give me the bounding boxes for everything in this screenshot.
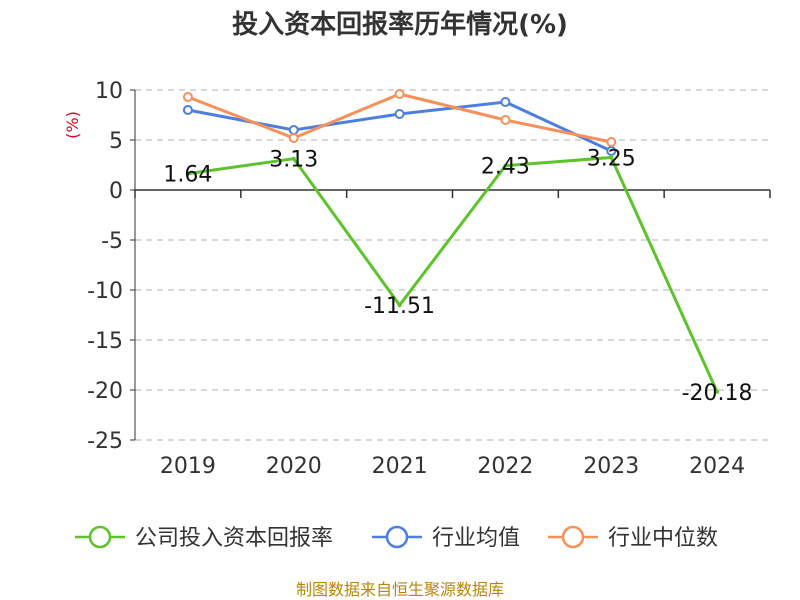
y-tick-label: -15	[87, 329, 123, 354]
chart-title: 投入资本回报率历年情况(%)	[232, 9, 568, 40]
x-tick-label: 2019	[160, 454, 216, 479]
data-label: 1.64	[163, 163, 212, 188]
data-point	[606, 137, 617, 147]
y-axis-label: (%)	[63, 111, 82, 139]
legend-marker	[385, 525, 409, 549]
series-layer	[182, 89, 720, 394]
data-label: -20.18	[682, 381, 753, 406]
x-tick-label: 2020	[266, 454, 322, 479]
data-point	[397, 303, 402, 308]
data-point	[503, 163, 508, 168]
axes: 10 5 0 -5 -10 -15 -20 -25 2019 2020 2021 2022 2023 20…	[87, 79, 771, 479]
x-tick-label: 2022	[477, 454, 533, 479]
data-point	[182, 92, 193, 102]
x-tick-label: 2021	[372, 454, 428, 479]
legend-label: 行业均值	[432, 526, 520, 551]
legend: 公司投入资本回报率 行业均值 行业中位数	[75, 525, 718, 551]
y-tick-label: 0	[109, 179, 123, 204]
data-point	[609, 155, 614, 160]
x-tick-label: 2023	[583, 454, 639, 479]
y-tick-label: 10	[95, 79, 123, 104]
data-point	[500, 115, 511, 125]
y-tick-label: -10	[87, 279, 123, 304]
series-line	[187, 155, 719, 393]
legend-marker	[88, 525, 112, 549]
legend-label: 行业中位数	[608, 526, 718, 551]
y-tick-label: -20	[87, 379, 123, 404]
data-labels: 1.64 3.13 -11.51 2.43 3.25 -20.18	[163, 147, 752, 406]
y-tick-label: -25	[87, 429, 123, 454]
data-point	[500, 97, 511, 107]
data-point	[182, 105, 193, 115]
data-point	[185, 171, 190, 176]
source-note: 制图数据来自恒生聚源数据库	[296, 580, 504, 599]
grid	[135, 89, 770, 441]
data-point	[291, 156, 296, 161]
y-tick-label: 5	[109, 129, 123, 154]
x-tick-label: 2024	[689, 454, 745, 479]
legend-marker	[561, 525, 585, 549]
data-label: 3.13	[269, 148, 318, 173]
data-label: 2.43	[481, 155, 530, 180]
data-point	[394, 109, 405, 119]
data-point	[394, 89, 405, 99]
data-label: 3.25	[587, 147, 636, 172]
legend-label: 公司投入资本回报率	[135, 526, 333, 551]
data-point	[288, 133, 299, 143]
data-label: -11.51	[364, 294, 435, 319]
data-point	[288, 125, 299, 135]
data-point	[715, 389, 720, 394]
y-tick-label: -5	[101, 229, 123, 254]
